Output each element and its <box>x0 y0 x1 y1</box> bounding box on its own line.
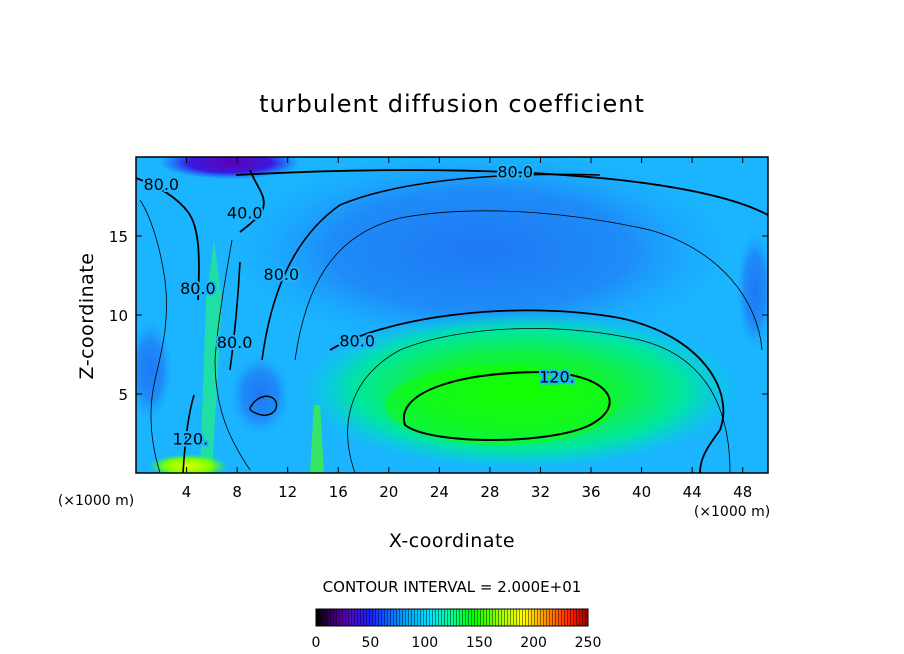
x-unit-label-right: (×1000 m) <box>694 504 770 520</box>
x-tick-label: 40 <box>632 483 651 501</box>
x-tick-label: 48 <box>733 483 752 501</box>
contour-thin-1 <box>347 328 731 473</box>
x-tick-label: 24 <box>430 483 449 501</box>
colorbar-tick-labels: 0 50 100 150 200 250 <box>312 635 602 651</box>
contour-min-loop <box>249 395 278 416</box>
contour-120-left <box>182 394 195 473</box>
y-tick-label: 5 <box>118 386 128 404</box>
colorbar-tick-label: 0 <box>312 635 321 651</box>
contour-40 <box>239 169 265 233</box>
x-tick-label: 12 <box>278 483 297 501</box>
x-unit-label-left: (×1000 m) <box>58 493 134 509</box>
y-tick-label: 15 <box>109 228 128 246</box>
heatmap-field <box>136 157 768 473</box>
x-tick-label: 32 <box>531 483 550 501</box>
chart-title: turbulent diffusion coefficient <box>259 90 645 118</box>
contour-label: 80.0 <box>217 333 253 352</box>
x-tick-label: 44 <box>683 483 702 501</box>
contour-label: 80.0 <box>180 279 216 298</box>
contour-labels: 80.0 40.0 80.0 80.0 80.0 80.0 80.0 120. 120. <box>141 160 576 450</box>
contour-label: 80.0 <box>497 162 533 181</box>
x-tick-label: 36 <box>581 483 600 501</box>
contour-label: 80.0 <box>264 265 300 284</box>
colorbar-tick-label: 200 <box>520 635 547 651</box>
x-tick-label: 20 <box>379 483 398 501</box>
contour-thin-3 <box>214 239 251 471</box>
contour-label: 80.0 <box>143 175 179 194</box>
x-tick-label: 4 <box>182 483 192 501</box>
contour-label: 120. <box>539 368 575 387</box>
contour-80-col <box>229 261 241 371</box>
x-tick-label: 28 <box>480 483 499 501</box>
contour-80-left <box>136 177 200 301</box>
contour-80-upper <box>235 169 768 216</box>
x-axis-label: X-coordinate <box>389 530 515 552</box>
colorbar-tick-label: 150 <box>466 635 493 651</box>
y-axis-label: Z-coordinate <box>76 253 98 380</box>
colorbar-tick-label: 100 <box>411 635 438 651</box>
contour-thin-2 <box>294 210 763 361</box>
colorbar <box>315 608 589 627</box>
x-tick-label: 8 <box>232 483 242 501</box>
y-tick-label: 10 <box>109 307 128 325</box>
x-tick-label: 16 <box>329 483 348 501</box>
contour-thin-4 <box>139 199 167 473</box>
colorbar-tick-label: 250 <box>575 635 602 651</box>
contour-interval-text: CONTOUR INTERVAL = 2.000E+01 <box>323 578 582 596</box>
colorbar-tick-label: 50 <box>361 635 379 651</box>
contour-label: 80.0 <box>339 331 375 350</box>
contour-80-gyre <box>329 309 725 473</box>
contour-80-mid <box>261 173 601 361</box>
contour-lines <box>136 169 768 473</box>
contour-label: 40.0 <box>227 203 263 222</box>
contour-120-core <box>402 370 611 441</box>
contour-label: 120. <box>173 429 209 448</box>
